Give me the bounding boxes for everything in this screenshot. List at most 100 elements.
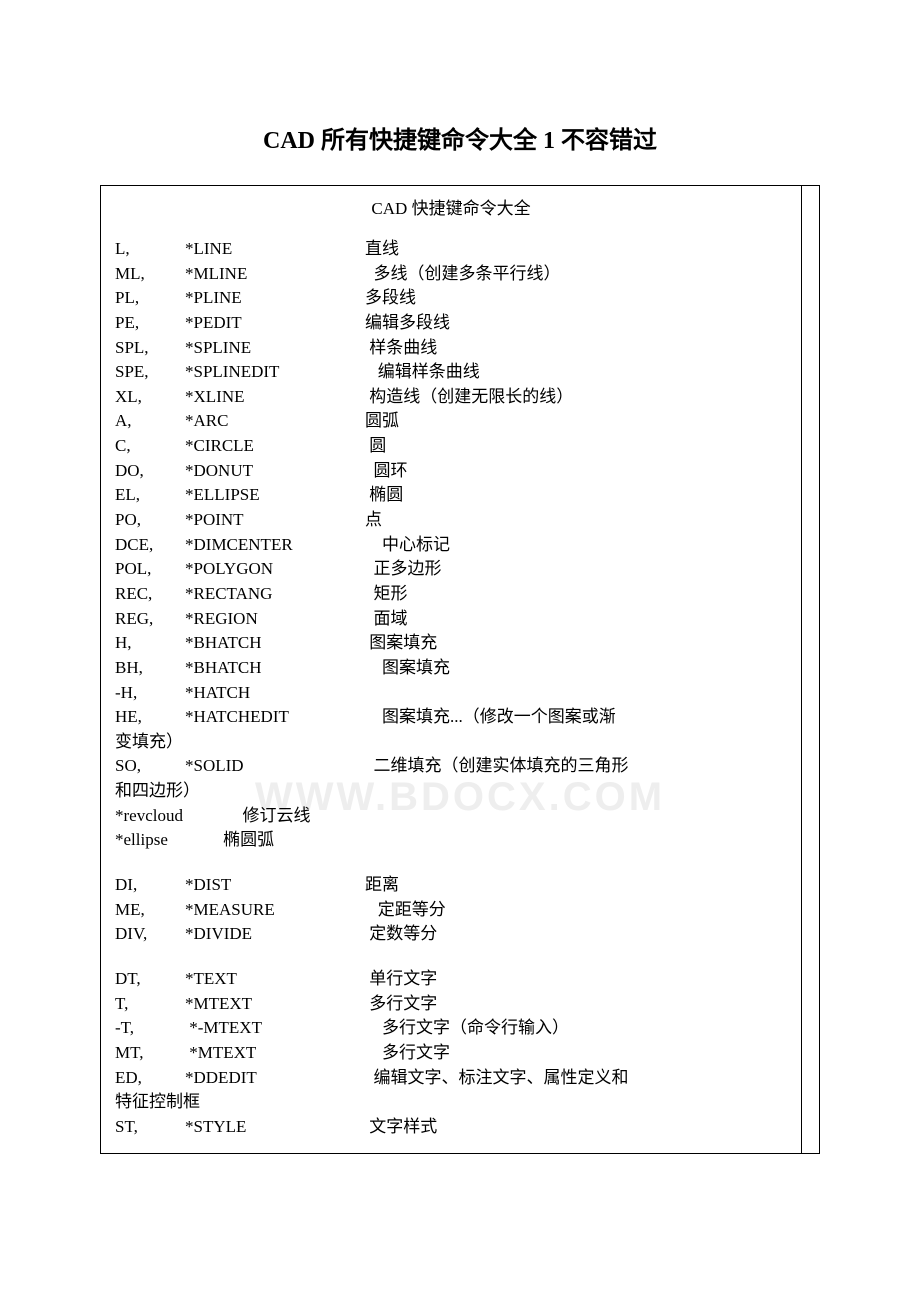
- alias: DIV,: [115, 922, 185, 947]
- description-wrap: 和四边形）: [115, 779, 787, 804]
- alias: T,: [115, 992, 185, 1017]
- description: 单行文字: [365, 967, 787, 992]
- command: *POLYGON: [185, 557, 365, 582]
- page-title: CAD 所有快捷键命令大全 1 不容错过: [100, 120, 820, 155]
- command: *HATCHEDIT: [185, 705, 365, 730]
- command-row: -T, *-MTEXT 多行文字（命令行输入）: [115, 1016, 787, 1041]
- rows-container: L,*LINE直线ML,*MLINE 多线（创建多条平行线）PL,*PLINE多…: [115, 237, 787, 1139]
- alias: H,: [115, 631, 185, 656]
- description: 距离: [365, 873, 787, 898]
- command-row: REC,*RECTANG 矩形: [115, 582, 787, 607]
- command-row: PE,*PEDIT编辑多段线: [115, 311, 787, 336]
- command-row: SPL,*SPLINE 样条曲线: [115, 336, 787, 361]
- command-row: A,*ARC圆弧: [115, 409, 787, 434]
- alias: SPL,: [115, 336, 185, 361]
- alias: SO,: [115, 754, 185, 779]
- description: 多段线: [365, 286, 787, 311]
- description: 二维填充（创建实体填充的三角形: [365, 754, 787, 779]
- alias: DO,: [115, 459, 185, 484]
- description: 正多边形: [365, 557, 787, 582]
- command: *DDEDIT: [185, 1066, 365, 1091]
- alias: HE,: [115, 705, 185, 730]
- description: 点: [365, 508, 787, 533]
- command-row: SPE,*SPLINEDIT 编辑样条曲线: [115, 360, 787, 385]
- description-wrap: 变填充）: [115, 730, 787, 755]
- command: *ARC: [185, 409, 365, 434]
- command-row: DT,*TEXT 单行文字: [115, 967, 787, 992]
- description: 矩形: [365, 582, 787, 607]
- command: *SPLINE: [185, 336, 365, 361]
- description: 修订云线: [183, 804, 787, 829]
- command: *POINT: [185, 508, 365, 533]
- command-row: REG,*REGION 面域: [115, 607, 787, 632]
- alias: EL,: [115, 483, 185, 508]
- command: *BHATCH: [185, 631, 365, 656]
- alias: A,: [115, 409, 185, 434]
- command: *RECTANG: [185, 582, 365, 607]
- command-row: ME,*MEASURE 定距等分: [115, 898, 787, 923]
- command-row: BH,*BHATCH 图案填充: [115, 656, 787, 681]
- command-row: DCE,*DIMCENTER 中心标记: [115, 533, 787, 558]
- command: *-MTEXT: [185, 1016, 365, 1041]
- command-row: EL,*ELLIPSE 椭圆: [115, 483, 787, 508]
- description: 椭圆: [365, 483, 787, 508]
- description: 多线（创建多条平行线）: [365, 262, 787, 287]
- description: 文字样式: [365, 1115, 787, 1140]
- command: *MTEXT: [185, 992, 365, 1017]
- alias: -H,: [115, 681, 185, 706]
- command: *LINE: [185, 237, 365, 262]
- description: 面域: [365, 607, 787, 632]
- alias: XL,: [115, 385, 185, 410]
- command: *BHATCH: [185, 656, 365, 681]
- description: 图案填充: [365, 656, 787, 681]
- command-row: *revcloud 修订云线: [115, 804, 787, 829]
- description: 中心标记: [365, 533, 787, 558]
- alias: PE,: [115, 311, 185, 336]
- description: 编辑多段线: [365, 311, 787, 336]
- description-wrap: 特征控制框: [115, 1090, 787, 1115]
- command-row: POL,*POLYGON 正多边形: [115, 557, 787, 582]
- command-row: H,*BHATCH 图案填充: [115, 631, 787, 656]
- command-row: DO,*DONUT 圆环: [115, 459, 787, 484]
- description: 多行文字: [365, 1041, 787, 1066]
- command-row: DIV,*DIVIDE 定数等分: [115, 922, 787, 947]
- alias: POL,: [115, 557, 185, 582]
- description: 样条曲线: [365, 336, 787, 361]
- content-cell: CAD 快捷键命令大全 L,*LINE直线ML,*MLINE 多线（创建多条平行…: [101, 186, 802, 1154]
- command-row: ED,*DDEDIT 编辑文字、标注文字、属性定义和: [115, 1066, 787, 1091]
- command: *REGION: [185, 607, 365, 632]
- alias: DT,: [115, 967, 185, 992]
- subtitle: CAD 快捷键命令大全: [115, 194, 787, 219]
- command-row: ML,*MLINE 多线（创建多条平行线）: [115, 262, 787, 287]
- alias-wide: *revcloud: [115, 804, 183, 829]
- description: 定距等分: [365, 898, 787, 923]
- description: 编辑文字、标注文字、属性定义和: [365, 1066, 787, 1091]
- command: *XLINE: [185, 385, 365, 410]
- description: 定数等分: [365, 922, 787, 947]
- description: 编辑样条曲线: [365, 360, 787, 385]
- command: *SPLINEDIT: [185, 360, 365, 385]
- alias: PO,: [115, 508, 185, 533]
- description: 构造线（创建无限长的线）: [365, 385, 787, 410]
- command: *HATCH: [185, 681, 365, 706]
- command: *TEXT: [185, 967, 365, 992]
- description: 圆: [365, 434, 787, 459]
- alias: REG,: [115, 607, 185, 632]
- side-cell: [802, 186, 820, 1154]
- command-row: L,*LINE直线: [115, 237, 787, 262]
- command-row: C,*CIRCLE 圆: [115, 434, 787, 459]
- command-row: PO,*POINT点: [115, 508, 787, 533]
- alias-wide: *ellipse: [115, 828, 168, 853]
- command-row: *ellipse 椭圆弧: [115, 828, 787, 853]
- command-row: XL,*XLINE 构造线（创建无限长的线）: [115, 385, 787, 410]
- command: *CIRCLE: [185, 434, 365, 459]
- alias: PL,: [115, 286, 185, 311]
- command: *ELLIPSE: [185, 483, 365, 508]
- alias: SPE,: [115, 360, 185, 385]
- command: *DONUT: [185, 459, 365, 484]
- alias: ST,: [115, 1115, 185, 1140]
- group-gap: [115, 947, 787, 967]
- page: WWW.BDOCX.COM CAD 所有快捷键命令大全 1 不容错过 CAD 快…: [100, 120, 820, 1154]
- alias: ED,: [115, 1066, 185, 1091]
- command-row: MT, *MTEXT 多行文字: [115, 1041, 787, 1066]
